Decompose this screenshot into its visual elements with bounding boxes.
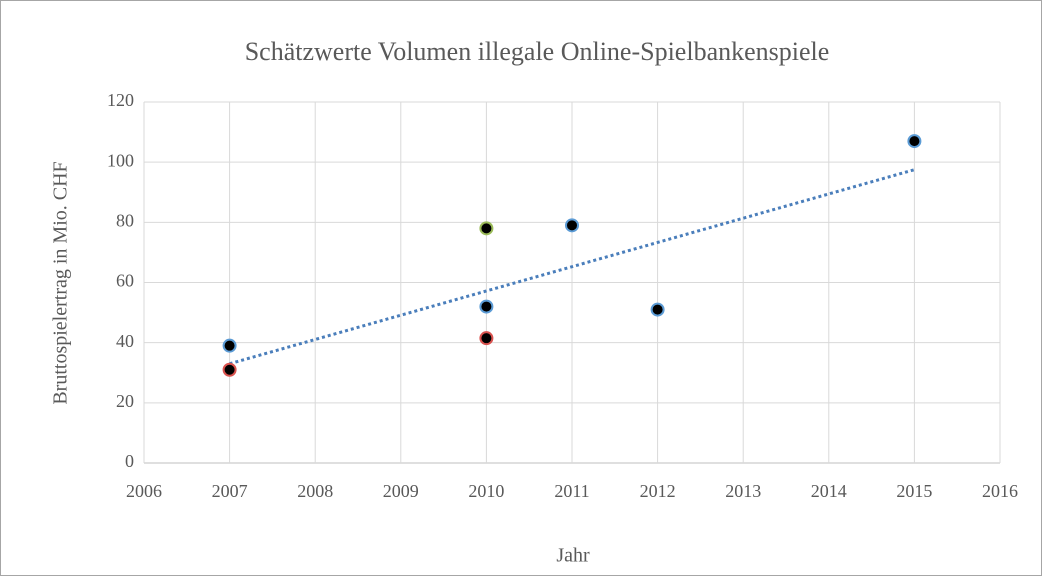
- x-tick-label: 2010: [468, 481, 504, 501]
- scatter-point: [222, 362, 237, 377]
- scatter-point: [565, 218, 579, 233]
- x-tick-label: 2009: [383, 481, 419, 501]
- y-tick-label: 100: [107, 150, 134, 170]
- scatter-point: [479, 299, 494, 314]
- scatter-point: [907, 134, 922, 149]
- y-axis-label: Bruttospielertrag in Mio. CHF: [50, 161, 72, 404]
- scatter-point: [650, 302, 665, 317]
- y-tick-label: 40: [116, 331, 134, 351]
- y-tick-label: 0: [125, 451, 134, 471]
- x-tick-label: 2014: [811, 481, 847, 501]
- x-tick-label: 2011: [554, 481, 589, 501]
- x-tick-label: 2015: [896, 481, 932, 501]
- x-tick-label: 2006: [126, 481, 162, 501]
- y-tick-label: 80: [116, 210, 134, 230]
- x-tick-label: 2012: [640, 481, 676, 501]
- x-axis-label: Jahr: [556, 545, 590, 567]
- x-tick-label: 2008: [297, 481, 333, 501]
- y-tick-label: 60: [116, 271, 134, 291]
- trendline: [229, 168, 915, 366]
- y-tick-label: 120: [107, 90, 134, 110]
- x-tick-label: 2013: [725, 481, 761, 501]
- scatter-point: [222, 338, 237, 353]
- scatter-point: [479, 331, 494, 346]
- x-tick-label: 2007: [212, 481, 248, 501]
- x-tick-label: 2016: [982, 481, 1018, 501]
- scatter-point: [479, 221, 494, 236]
- chart-title: Schätzwerte Volumen illegale Online-Spie…: [245, 37, 830, 66]
- y-tick-label: 20: [116, 391, 134, 411]
